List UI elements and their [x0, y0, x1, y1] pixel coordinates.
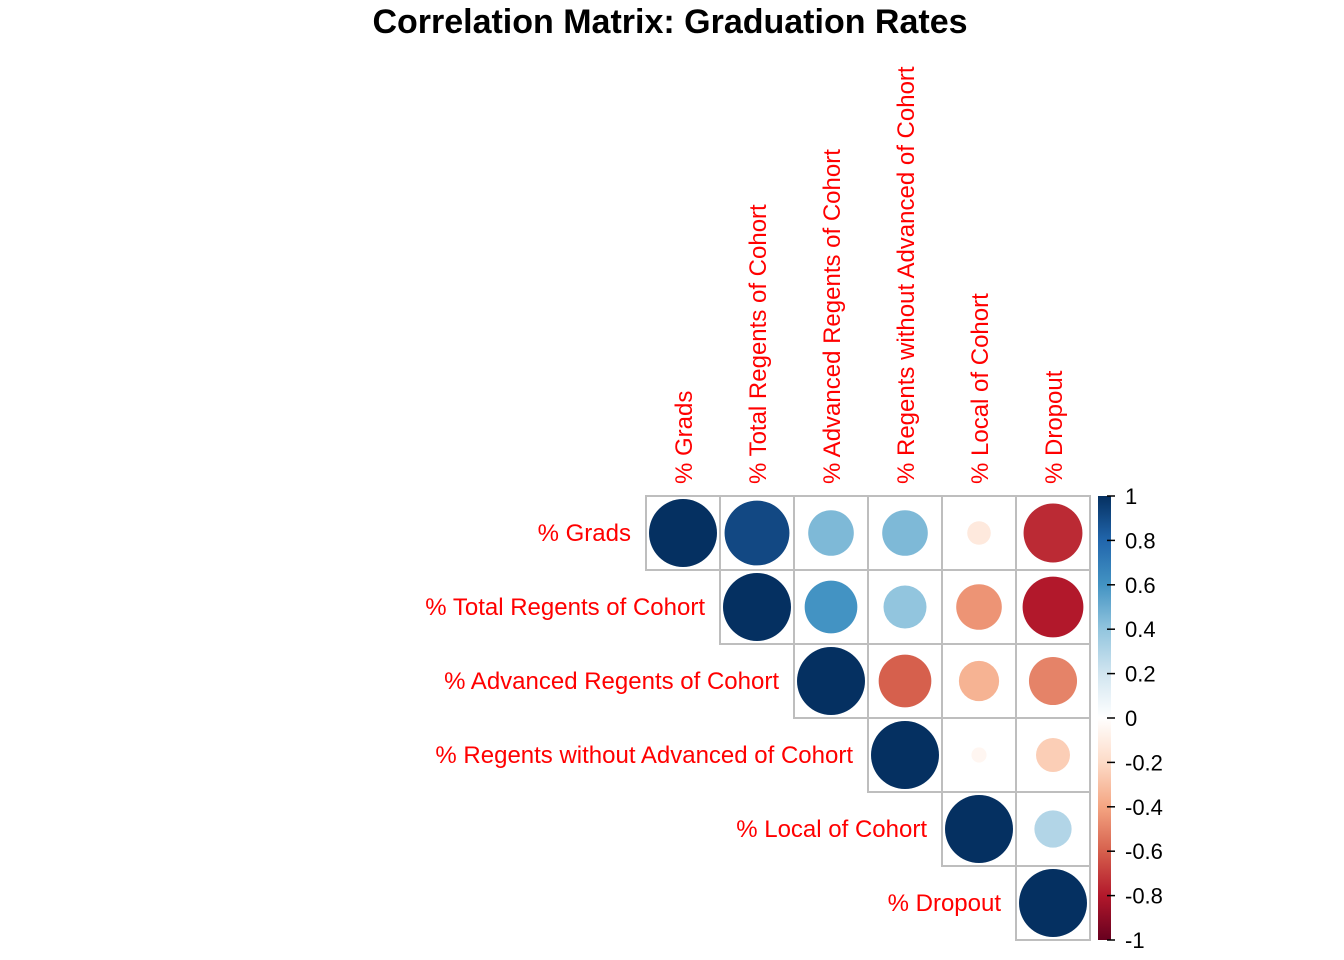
- corr-circle-4-5: [1034, 810, 1072, 848]
- colorbar-tick-label-0: 1: [1125, 484, 1137, 509]
- colorbar-tick-label-9: -0.8: [1125, 884, 1163, 909]
- row-label-4: % Local of Cohort: [736, 816, 927, 843]
- colorbar-gradient: [1098, 496, 1111, 940]
- corr-circle-0-4: [967, 521, 991, 545]
- corr-circle-2-4: [958, 660, 1000, 702]
- colorbar-tick-label-6: -0.2: [1125, 750, 1163, 775]
- row-label-5: % Dropout: [888, 890, 1002, 917]
- column-labels: % Grads % Total Regents of Cohort % Advanc…: [671, 66, 1068, 484]
- colorbar-tick-label-4: 0.2: [1125, 662, 1156, 687]
- corr-circle-2-2: [797, 647, 865, 715]
- corr-circle-0-0: [649, 499, 717, 567]
- corr-circle-1-2: [804, 580, 858, 634]
- corr-circle-0-3: [882, 510, 928, 556]
- row-label-2: % Advanced Regents of Cohort: [444, 668, 779, 695]
- matrix-cells: [645, 495, 1091, 941]
- col-label-0: % Grads: [671, 391, 698, 484]
- col-label-4: % Local of Cohort: [967, 293, 994, 484]
- col-label-1: % Total Regents of Cohort: [745, 204, 772, 484]
- row-label-0: % Grads: [538, 520, 631, 547]
- row-labels: % Grads % Total Regents of Cohort % Advanc…: [425, 520, 1001, 917]
- corr-circle-2-3: [878, 654, 932, 708]
- corr-circle-5-5: [1019, 869, 1087, 937]
- corr-circle-0-1: [724, 500, 790, 566]
- corr-circle-3-4: [971, 747, 987, 763]
- colorbar-tick-label-8: -0.6: [1125, 839, 1163, 864]
- colorbar-tick-label-2: 0.6: [1125, 573, 1156, 598]
- chart-title: Correlation Matrix: Graduation Rates: [372, 3, 967, 41]
- corr-circle-1-1: [723, 573, 791, 641]
- corr-circle-2-5: [1028, 656, 1078, 706]
- colorbar-tick-label-5: 0: [1125, 706, 1137, 731]
- col-label-3: % Regents without Advanced of Cohort: [893, 66, 920, 484]
- corr-circle-3-5: [1036, 738, 1070, 772]
- corr-circle-0-5: [1023, 503, 1083, 563]
- corr-circle-4-4: [945, 795, 1013, 863]
- row-label-3: % Regents without Advanced of Cohort: [435, 742, 853, 769]
- colorbar-tick-label-7: -0.4: [1125, 795, 1163, 820]
- corr-circle-0-2: [808, 510, 854, 556]
- corr-circle-3-3: [871, 721, 939, 789]
- colorbar-tick-label-10: -1: [1125, 928, 1145, 953]
- col-label-5: % Dropout: [1041, 370, 1068, 484]
- colorbar-tick-label-1: 0.8: [1125, 528, 1156, 553]
- col-label-2: % Advanced Regents of Cohort: [819, 149, 846, 484]
- colorbar: 1 0.8 0.6 0.4 0.2 0 -0.2 -0.4 -0.6 -0.8 -1: [1098, 484, 1163, 953]
- colorbar-ticks: 1 0.8 0.6 0.4 0.2 0 -0.2 -0.4 -0.6 -0.8 -1: [1107, 484, 1163, 953]
- row-label-1: % Total Regents of Cohort: [425, 594, 705, 621]
- cell-5-5: [1015, 865, 1091, 941]
- corr-circle-1-5: [1022, 576, 1084, 638]
- colorbar-tick-label-3: 0.4: [1125, 617, 1156, 642]
- corr-circle-1-4: [956, 584, 1002, 630]
- corr-circle-1-3: [883, 585, 927, 629]
